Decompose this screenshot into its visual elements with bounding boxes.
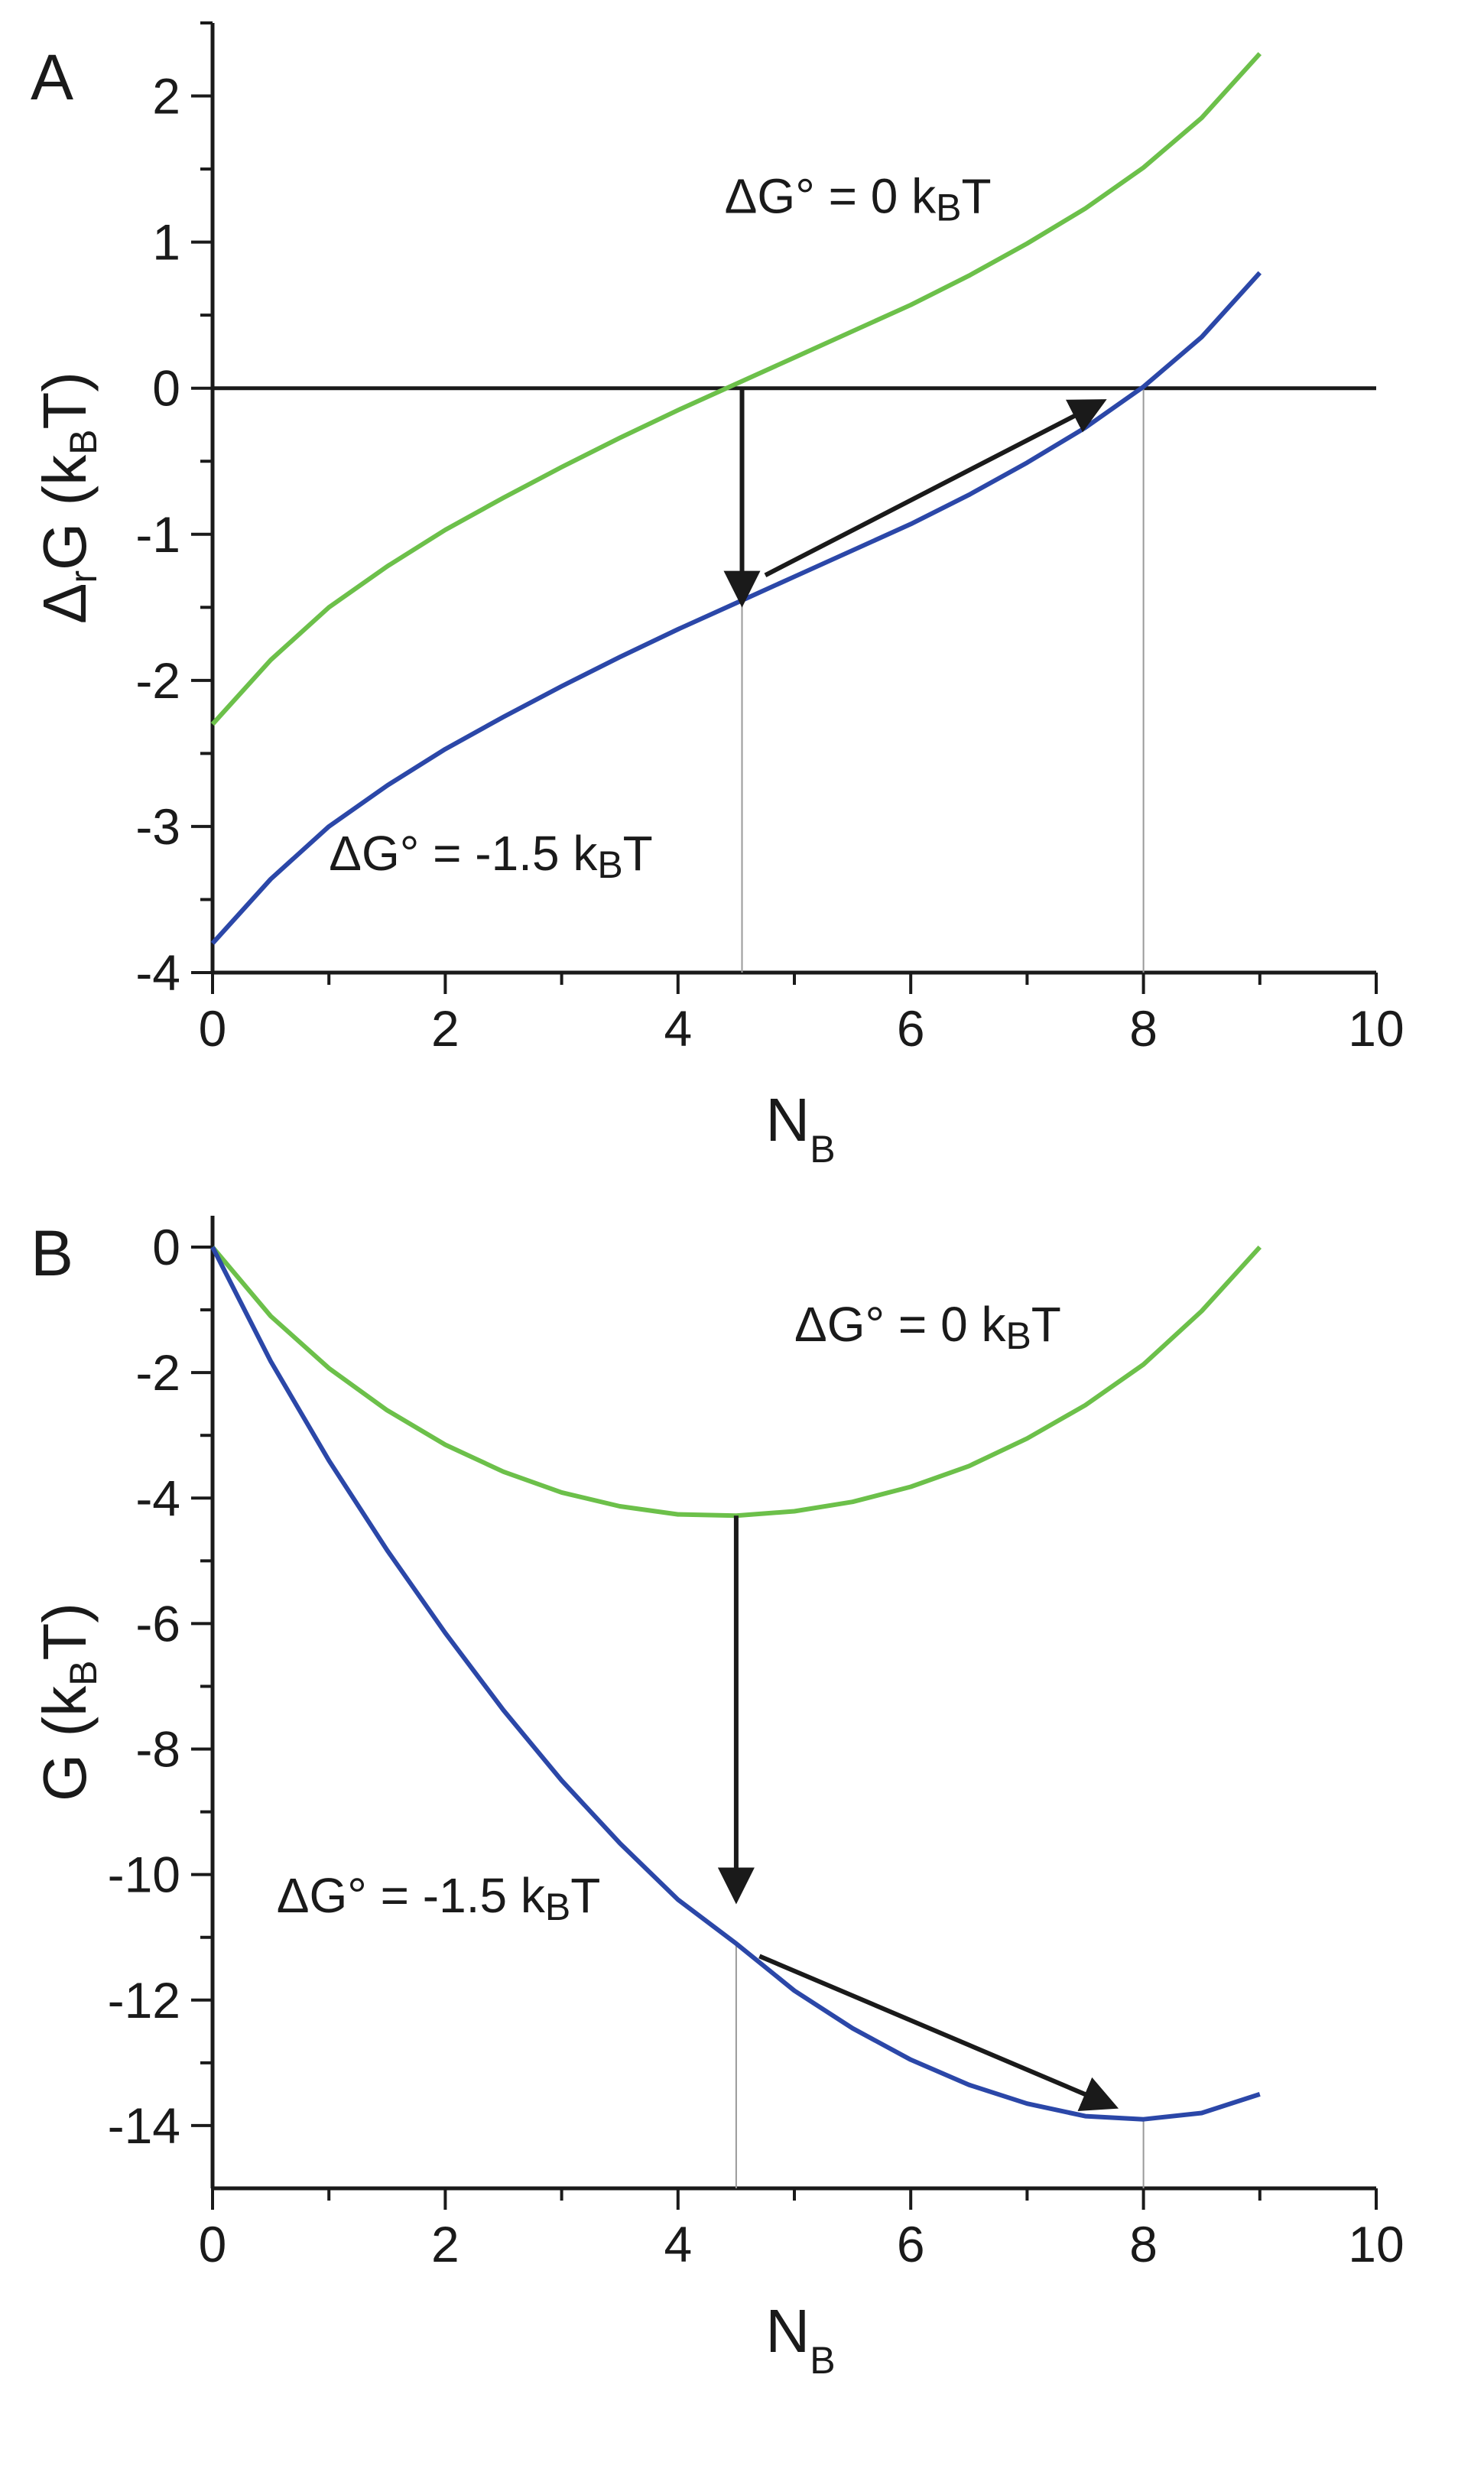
y-tick-label: -6 xyxy=(135,1595,180,1652)
x-axis-title: NB xyxy=(765,2297,835,2382)
x-tick-label: 0 xyxy=(199,1000,227,1057)
series-line-2 xyxy=(210,1246,1261,2122)
y-tick-label: -8 xyxy=(135,1721,180,1778)
x-tick-label: 2 xyxy=(431,2216,459,2272)
y-tick-label: -2 xyxy=(135,1344,180,1401)
panel-a: A 0 2 4 6 8 10 -4 -3 -2 -1 0 1 2 ΔG° = 0 kBT ΔG° = -1.5… xyxy=(31,21,1404,1171)
annotation-label: ΔG° = -1.5 kBT xyxy=(277,1868,601,1928)
y-tick-label: 2 xyxy=(152,68,180,125)
y-tick-label: -14 xyxy=(108,2097,180,2154)
x-tick-label: 4 xyxy=(664,2216,692,2272)
y-tick-label: 1 xyxy=(152,214,180,271)
panel-label: B xyxy=(31,1217,73,1289)
y-tick-label: -1 xyxy=(135,506,180,563)
x-tick-label: 6 xyxy=(897,2216,925,2272)
y-tick-label: -12 xyxy=(108,1972,180,2029)
series-line-1 xyxy=(210,52,1262,726)
y-tick-label: -2 xyxy=(135,652,180,709)
y-tick-label: -10 xyxy=(108,1847,180,1903)
y-tick-label: 0 xyxy=(152,360,180,417)
annotation-label: ΔG° = 0 kBT xyxy=(794,1297,1061,1357)
panel-b: B 0 2 4 6 8 10 0 -2 -4 -6 -8 -10 -12 -14 ΔG° = 0 kBT ΔG°… xyxy=(31,1216,1404,2382)
annotation-label: ΔG° = 0 kBT xyxy=(725,168,992,229)
y-tick-label: -4 xyxy=(135,1470,180,1526)
y-tick-label: 0 xyxy=(152,1219,180,1275)
annotation-label: ΔG° = -1.5 kBT xyxy=(329,826,653,886)
x-tick-label: 4 xyxy=(664,1000,692,1057)
y-tick-label: -3 xyxy=(135,798,180,855)
y-axis-title: G (kBT) xyxy=(31,1603,105,1801)
y-tick-label: -4 xyxy=(135,944,180,1001)
x-tick-label: 10 xyxy=(1348,1000,1404,1057)
x-tick-label: 0 xyxy=(199,2216,227,2272)
x-axis-title: NB xyxy=(765,1086,835,1171)
x-tick-label: 8 xyxy=(1129,1000,1158,1057)
x-tick-label: 2 xyxy=(431,1000,459,1057)
panel-label: A xyxy=(31,41,73,113)
arrow xyxy=(764,399,1107,577)
x-tick-label: 10 xyxy=(1348,2216,1404,2272)
x-tick-label: 8 xyxy=(1129,2216,1158,2272)
arrow xyxy=(758,1954,1119,2112)
series-line-1 xyxy=(210,1245,1262,1519)
y-axis-title: ΔrG (kBT) xyxy=(31,372,105,624)
x-tick-label: 6 xyxy=(897,1000,925,1057)
